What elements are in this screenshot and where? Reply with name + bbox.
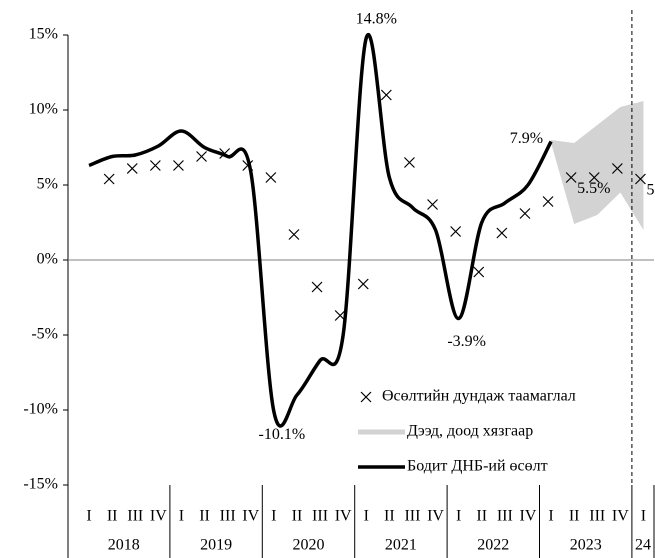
forecast-marker bbox=[380, 89, 392, 101]
quarter-label: I bbox=[456, 508, 461, 525]
year-label: 2021 bbox=[385, 537, 417, 554]
quarter-label: III bbox=[312, 508, 328, 525]
data-label: 5.5% bbox=[577, 180, 610, 197]
quarter-label: II bbox=[569, 508, 580, 525]
forecast-marker bbox=[357, 278, 369, 290]
forecast-marker bbox=[196, 151, 207, 162]
quarter-label: III bbox=[404, 508, 420, 525]
forecast-marker bbox=[542, 196, 554, 207]
forecast-marker bbox=[103, 173, 115, 185]
legend-label: Өсөлтийн дундаж таамаглал bbox=[382, 388, 576, 405]
quarter-label: IV bbox=[520, 508, 537, 525]
year-label: 2020 bbox=[293, 537, 325, 554]
data-label: 5.4% bbox=[646, 182, 655, 199]
forecast-marker bbox=[173, 160, 184, 171]
quarter-label: I bbox=[86, 508, 91, 525]
y-tick-label: 10% bbox=[29, 101, 58, 118]
quarter-label: III bbox=[127, 508, 143, 525]
forecast-marker bbox=[219, 148, 231, 159]
quarter-label: IV bbox=[335, 508, 352, 525]
legend-label: Бодит ДНБ-ий өсөлт bbox=[407, 458, 548, 475]
y-tick-label: 0% bbox=[37, 251, 58, 268]
data-label: 7.9% bbox=[510, 130, 543, 147]
forecast-marker bbox=[588, 172, 600, 183]
range-band bbox=[551, 101, 644, 230]
forecast-marker bbox=[288, 229, 300, 240]
year-label: 2018 bbox=[108, 537, 140, 554]
legend-marker bbox=[360, 391, 372, 403]
quarter-label: IV bbox=[612, 508, 629, 525]
quarter-label: III bbox=[220, 508, 236, 525]
quarter-label: I bbox=[271, 508, 276, 525]
forecast-marker bbox=[265, 172, 277, 183]
quarter-label: I bbox=[364, 508, 369, 525]
forecast-marker bbox=[565, 172, 577, 183]
forecast-marker bbox=[519, 208, 531, 219]
data-label: -3.9% bbox=[447, 333, 486, 350]
quarter-label: I bbox=[179, 508, 184, 525]
forecast-marker bbox=[404, 157, 415, 168]
forecast-marker bbox=[473, 266, 485, 278]
forecast-marker bbox=[334, 310, 346, 321]
forecast-marker bbox=[496, 227, 508, 239]
year-label: 24 bbox=[635, 537, 651, 554]
legend-label: Дээд, доод хязгаар bbox=[407, 423, 533, 440]
forecast-marker bbox=[242, 160, 254, 171]
y-tick-label: 5% bbox=[37, 176, 58, 193]
quarter-label: II bbox=[476, 508, 487, 525]
quarter-label: II bbox=[384, 508, 395, 525]
forecast-marker bbox=[611, 163, 623, 174]
y-tick-label: -15% bbox=[23, 476, 58, 493]
y-tick-label: -5% bbox=[31, 326, 58, 343]
year-label: 2023 bbox=[570, 537, 602, 554]
forecast-marker bbox=[635, 173, 646, 185]
quarter-label: II bbox=[292, 508, 303, 525]
forecast-marker bbox=[149, 160, 161, 171]
quarter-label: IV bbox=[242, 508, 259, 525]
quarter-label: IV bbox=[150, 508, 167, 525]
actual-line bbox=[88, 33, 553, 428]
quarter-label: I bbox=[641, 508, 646, 525]
quarter-label: I bbox=[548, 508, 553, 525]
data-label: -10.1% bbox=[259, 426, 306, 443]
forecast-marker bbox=[450, 226, 462, 237]
quarter-label: III bbox=[497, 508, 513, 525]
forecast-marker bbox=[311, 281, 323, 293]
y-tick-label: 15% bbox=[29, 26, 58, 43]
forecast-marker bbox=[427, 199, 438, 210]
year-label: 2022 bbox=[477, 537, 509, 554]
data-label: 14.8% bbox=[356, 11, 397, 28]
quarter-label: III bbox=[589, 508, 605, 525]
forecast-marker bbox=[126, 163, 138, 174]
y-tick-label: -10% bbox=[23, 401, 58, 418]
quarter-label: II bbox=[199, 508, 210, 525]
quarter-label: II bbox=[107, 508, 118, 525]
quarter-label: IV bbox=[427, 508, 444, 525]
year-label: 2019 bbox=[200, 537, 232, 554]
